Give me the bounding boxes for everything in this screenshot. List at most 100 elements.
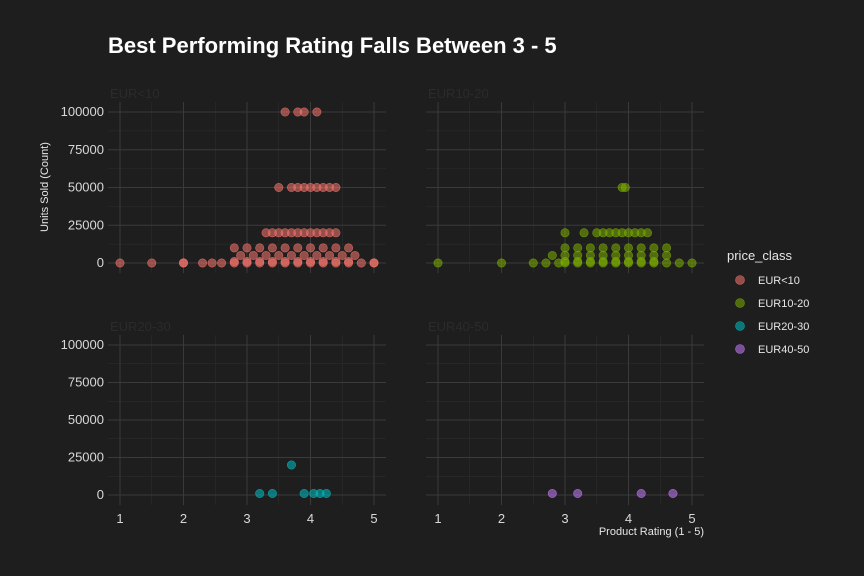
data-point [274,183,284,193]
data-point [662,258,672,268]
data-point [636,488,646,498]
data-point [217,258,227,268]
data-point [598,243,608,253]
data-point [255,256,265,266]
legend-title: price_class [727,248,793,263]
data-point [331,183,341,193]
y-tick-label: 100000 [61,104,104,119]
legend-key [735,344,745,354]
data-point [299,250,309,260]
data-point [255,488,265,498]
data-point [573,488,583,498]
data-point [585,250,595,260]
data-point [623,243,633,253]
legend-key [735,275,745,285]
data-point [331,256,341,266]
data-point [620,183,630,193]
y-tick-label: 50000 [68,412,104,427]
data-point [147,258,157,268]
legend-key [735,321,745,331]
y-tick-label: 25000 [68,450,104,465]
data-point [236,250,246,260]
data-point [337,250,347,260]
facet-strip-label: EUR<10 [110,86,160,101]
data-point [668,488,678,498]
data-point [496,258,506,268]
data-point [662,250,672,260]
data-point [286,250,296,260]
data-point [344,256,354,266]
data-point [312,250,322,260]
data-point [636,243,646,253]
facet-strip-label: EUR40-50 [428,319,489,334]
y-tick-label: 50000 [68,180,104,195]
x-tick-label: 5 [370,511,377,526]
data-point [687,258,697,268]
data-point [643,228,653,238]
data-point [350,250,360,260]
data-point [344,243,354,253]
data-point [293,243,303,253]
data-point [293,256,303,266]
x-tick-label: 3 [243,511,250,526]
data-point [299,488,309,498]
data-point [325,250,335,260]
data-point [547,250,557,260]
data-point [318,243,328,253]
y-tick-label: 100000 [61,337,104,352]
data-point [318,256,328,266]
data-point [598,250,608,260]
data-point [674,258,684,268]
data-point [369,258,379,268]
legend-label: EUR40-50 [758,344,809,356]
legend-label: EUR10-20 [758,298,809,310]
data-point [267,488,277,498]
y-tick-label: 0 [97,255,104,270]
x-tick-label: 2 [498,511,505,526]
data-point [280,107,290,117]
data-point [321,488,331,498]
data-point [248,250,258,260]
data-point [267,243,277,253]
x-axis-label: Product Rating (1 - 5) [599,526,704,538]
data-point [280,256,290,266]
data-point [198,258,208,268]
x-tick-label: 1 [434,511,441,526]
chart-title: Best Performing Rating Falls Between 3 -… [108,33,557,58]
data-point [207,258,217,268]
data-point [547,488,557,498]
data-point [649,250,659,260]
data-point [305,243,315,253]
data-point [267,256,277,266]
data-point [229,243,239,253]
data-point [286,460,296,470]
y-tick-label: 0 [97,487,104,502]
data-point [179,258,189,268]
data-point [115,258,125,268]
data-point [299,107,309,117]
data-point [560,250,570,260]
x-tick-label: 2 [180,511,187,526]
x-tick-label: 1 [116,511,123,526]
data-point [274,250,284,260]
x-tick-label: 4 [307,511,314,526]
data-point [356,258,366,268]
data-point [280,243,290,253]
x-tick-label: 3 [561,511,568,526]
legend-label: EUR<10 [758,275,800,287]
data-point [255,243,265,253]
data-point [242,256,252,266]
facet-strip-label: EUR10-20 [428,86,489,101]
data-point [585,243,595,253]
legend-label: EUR20-30 [758,321,809,333]
data-point [312,107,322,117]
data-point [579,228,589,238]
data-point [331,243,341,253]
data-point [242,243,252,253]
x-tick-label: 5 [688,511,695,526]
data-point [229,256,239,266]
x-tick-label: 4 [625,511,632,526]
data-point [573,250,583,260]
data-point [611,250,621,260]
